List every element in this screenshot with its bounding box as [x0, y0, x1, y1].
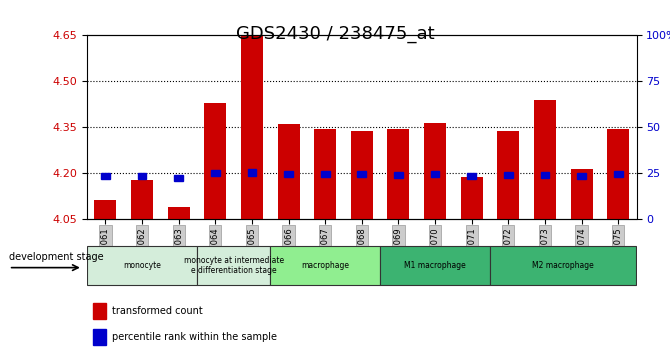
Bar: [357, 171, 366, 177]
Bar: [467, 173, 476, 179]
Bar: [607, 129, 629, 219]
FancyBboxPatch shape: [197, 246, 270, 285]
Text: monocyte at intermediate
e differentiation stage: monocyte at intermediate e differentiati…: [184, 256, 283, 275]
Bar: [614, 171, 622, 177]
Bar: [92, 303, 107, 319]
Bar: [101, 173, 110, 179]
Bar: [577, 173, 586, 179]
Bar: [168, 207, 190, 219]
Bar: [204, 103, 226, 219]
Bar: [394, 172, 403, 178]
Text: M1 macrophage: M1 macrophage: [404, 261, 466, 270]
Bar: [534, 100, 556, 219]
Text: percentile rank within the sample: percentile rank within the sample: [112, 332, 277, 342]
FancyBboxPatch shape: [380, 246, 490, 285]
Bar: [211, 170, 220, 176]
Bar: [351, 131, 373, 219]
Text: GDS2430 / 238475_at: GDS2430 / 238475_at: [236, 25, 434, 43]
Bar: [94, 200, 117, 219]
Text: monocyte: monocyte: [123, 261, 161, 270]
FancyBboxPatch shape: [87, 246, 197, 285]
Bar: [277, 124, 299, 219]
FancyBboxPatch shape: [270, 246, 380, 285]
Bar: [431, 171, 440, 177]
Bar: [92, 329, 107, 345]
Bar: [284, 171, 293, 177]
Bar: [241, 35, 263, 219]
Bar: [387, 129, 409, 219]
Bar: [461, 177, 482, 219]
Bar: [174, 175, 183, 181]
FancyBboxPatch shape: [490, 246, 636, 285]
Text: development stage: development stage: [9, 252, 103, 262]
Bar: [424, 123, 446, 219]
Bar: [131, 179, 153, 219]
Bar: [504, 172, 513, 178]
Text: M2 macrophage: M2 macrophage: [533, 261, 594, 270]
Bar: [571, 169, 592, 219]
Bar: [137, 173, 147, 179]
Bar: [321, 171, 330, 177]
Bar: [314, 129, 336, 219]
Bar: [247, 170, 257, 176]
Text: macrophage: macrophage: [302, 261, 349, 270]
Text: transformed count: transformed count: [112, 306, 202, 316]
Bar: [497, 131, 519, 219]
Bar: [541, 172, 549, 178]
